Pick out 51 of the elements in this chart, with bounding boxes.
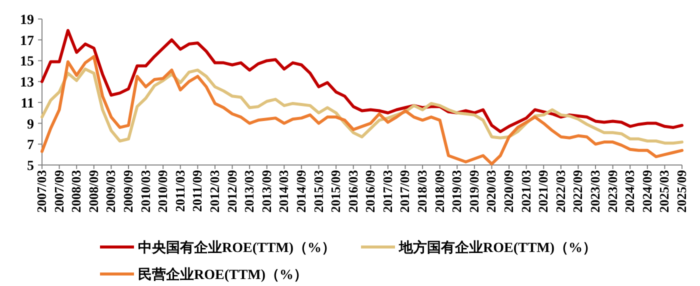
x-tick-label: 2013/03 — [242, 170, 257, 213]
x-tick-label: 2009/03 — [103, 170, 118, 213]
line-series — [40, 28, 684, 134]
x-tick-label: 2023/09 — [604, 170, 620, 213]
x-tick-label: 2022/09 — [570, 170, 586, 213]
y-tick-label: 17 — [20, 34, 34, 49]
line-series — [40, 68, 684, 145]
x-tick-label: 2010/09 — [155, 170, 170, 213]
x-tick-label: 2016/03 — [345, 170, 360, 213]
x-tick-label: 2025/03 — [656, 170, 672, 213]
x-tick-label: 2014/09 — [293, 170, 308, 213]
y-tick-label: 19 — [20, 13, 34, 28]
y-tick-label: 9 — [27, 117, 34, 132]
x-tick-label: 2021/03 — [518, 170, 534, 213]
x-tick-label: 2019/09 — [466, 170, 482, 213]
x-tick-label: 2017/09 — [397, 170, 412, 213]
x-tick-label: 2015/03 — [310, 170, 326, 213]
x-tick-label: 2012/09 — [224, 170, 240, 213]
y-tick-label: 13 — [20, 76, 34, 91]
x-tick-label: 2018/03 — [414, 170, 430, 213]
y-tick-label: 15 — [20, 54, 34, 70]
x-tick-label: 2024/03 — [622, 170, 638, 213]
x-tick-label: 2007/03 — [34, 170, 49, 213]
x-tick-label: 2022/03 — [552, 170, 568, 213]
x-tick-label: 2011/09 — [190, 170, 205, 212]
y-tick-label: 5 — [27, 159, 34, 174]
x-tick-label: 2015/09 — [328, 170, 344, 213]
x-tick-label: 2014/03 — [276, 170, 292, 213]
x-tick-label: 2017/03 — [380, 170, 395, 213]
x-tick-label: 2018/09 — [432, 170, 447, 213]
x-tick-label: 2013/09 — [258, 170, 274, 213]
x-tick-label: 2009/09 — [120, 170, 136, 213]
x-tick-label: 2020/09 — [501, 170, 516, 213]
legend-label: 地方国有企业ROE(TTM)（%） — [398, 239, 597, 256]
x-tick-label: 2008/09 — [86, 170, 101, 213]
x-tick-label: 2011/03 — [172, 170, 188, 212]
x-tick-label: 2010/03 — [138, 170, 153, 213]
x-tick-label: 2020/03 — [484, 170, 499, 213]
x-tick-label: 2023/03 — [588, 170, 603, 213]
x-tick-label: 2021/09 — [536, 170, 551, 213]
x-tick-label: 2007/09 — [51, 170, 66, 213]
y-tick-label: 11 — [20, 96, 34, 112]
legend-label: 民营企业ROE(TTM)（%） — [138, 267, 308, 283]
x-tick-label: 2019/03 — [449, 170, 464, 213]
x-tick-label: 2016/09 — [362, 170, 378, 213]
x-tick-label: 2025/09 — [674, 170, 689, 213]
legend-label: 中央国有企业ROE(TTM)（%） — [138, 240, 336, 256]
x-tick-label: 2008/03 — [68, 170, 84, 213]
x-tick-label: 2024/09 — [639, 170, 654, 213]
y-tick-label: 7 — [27, 138, 34, 154]
x-tick-label: 2012/03 — [206, 170, 222, 213]
